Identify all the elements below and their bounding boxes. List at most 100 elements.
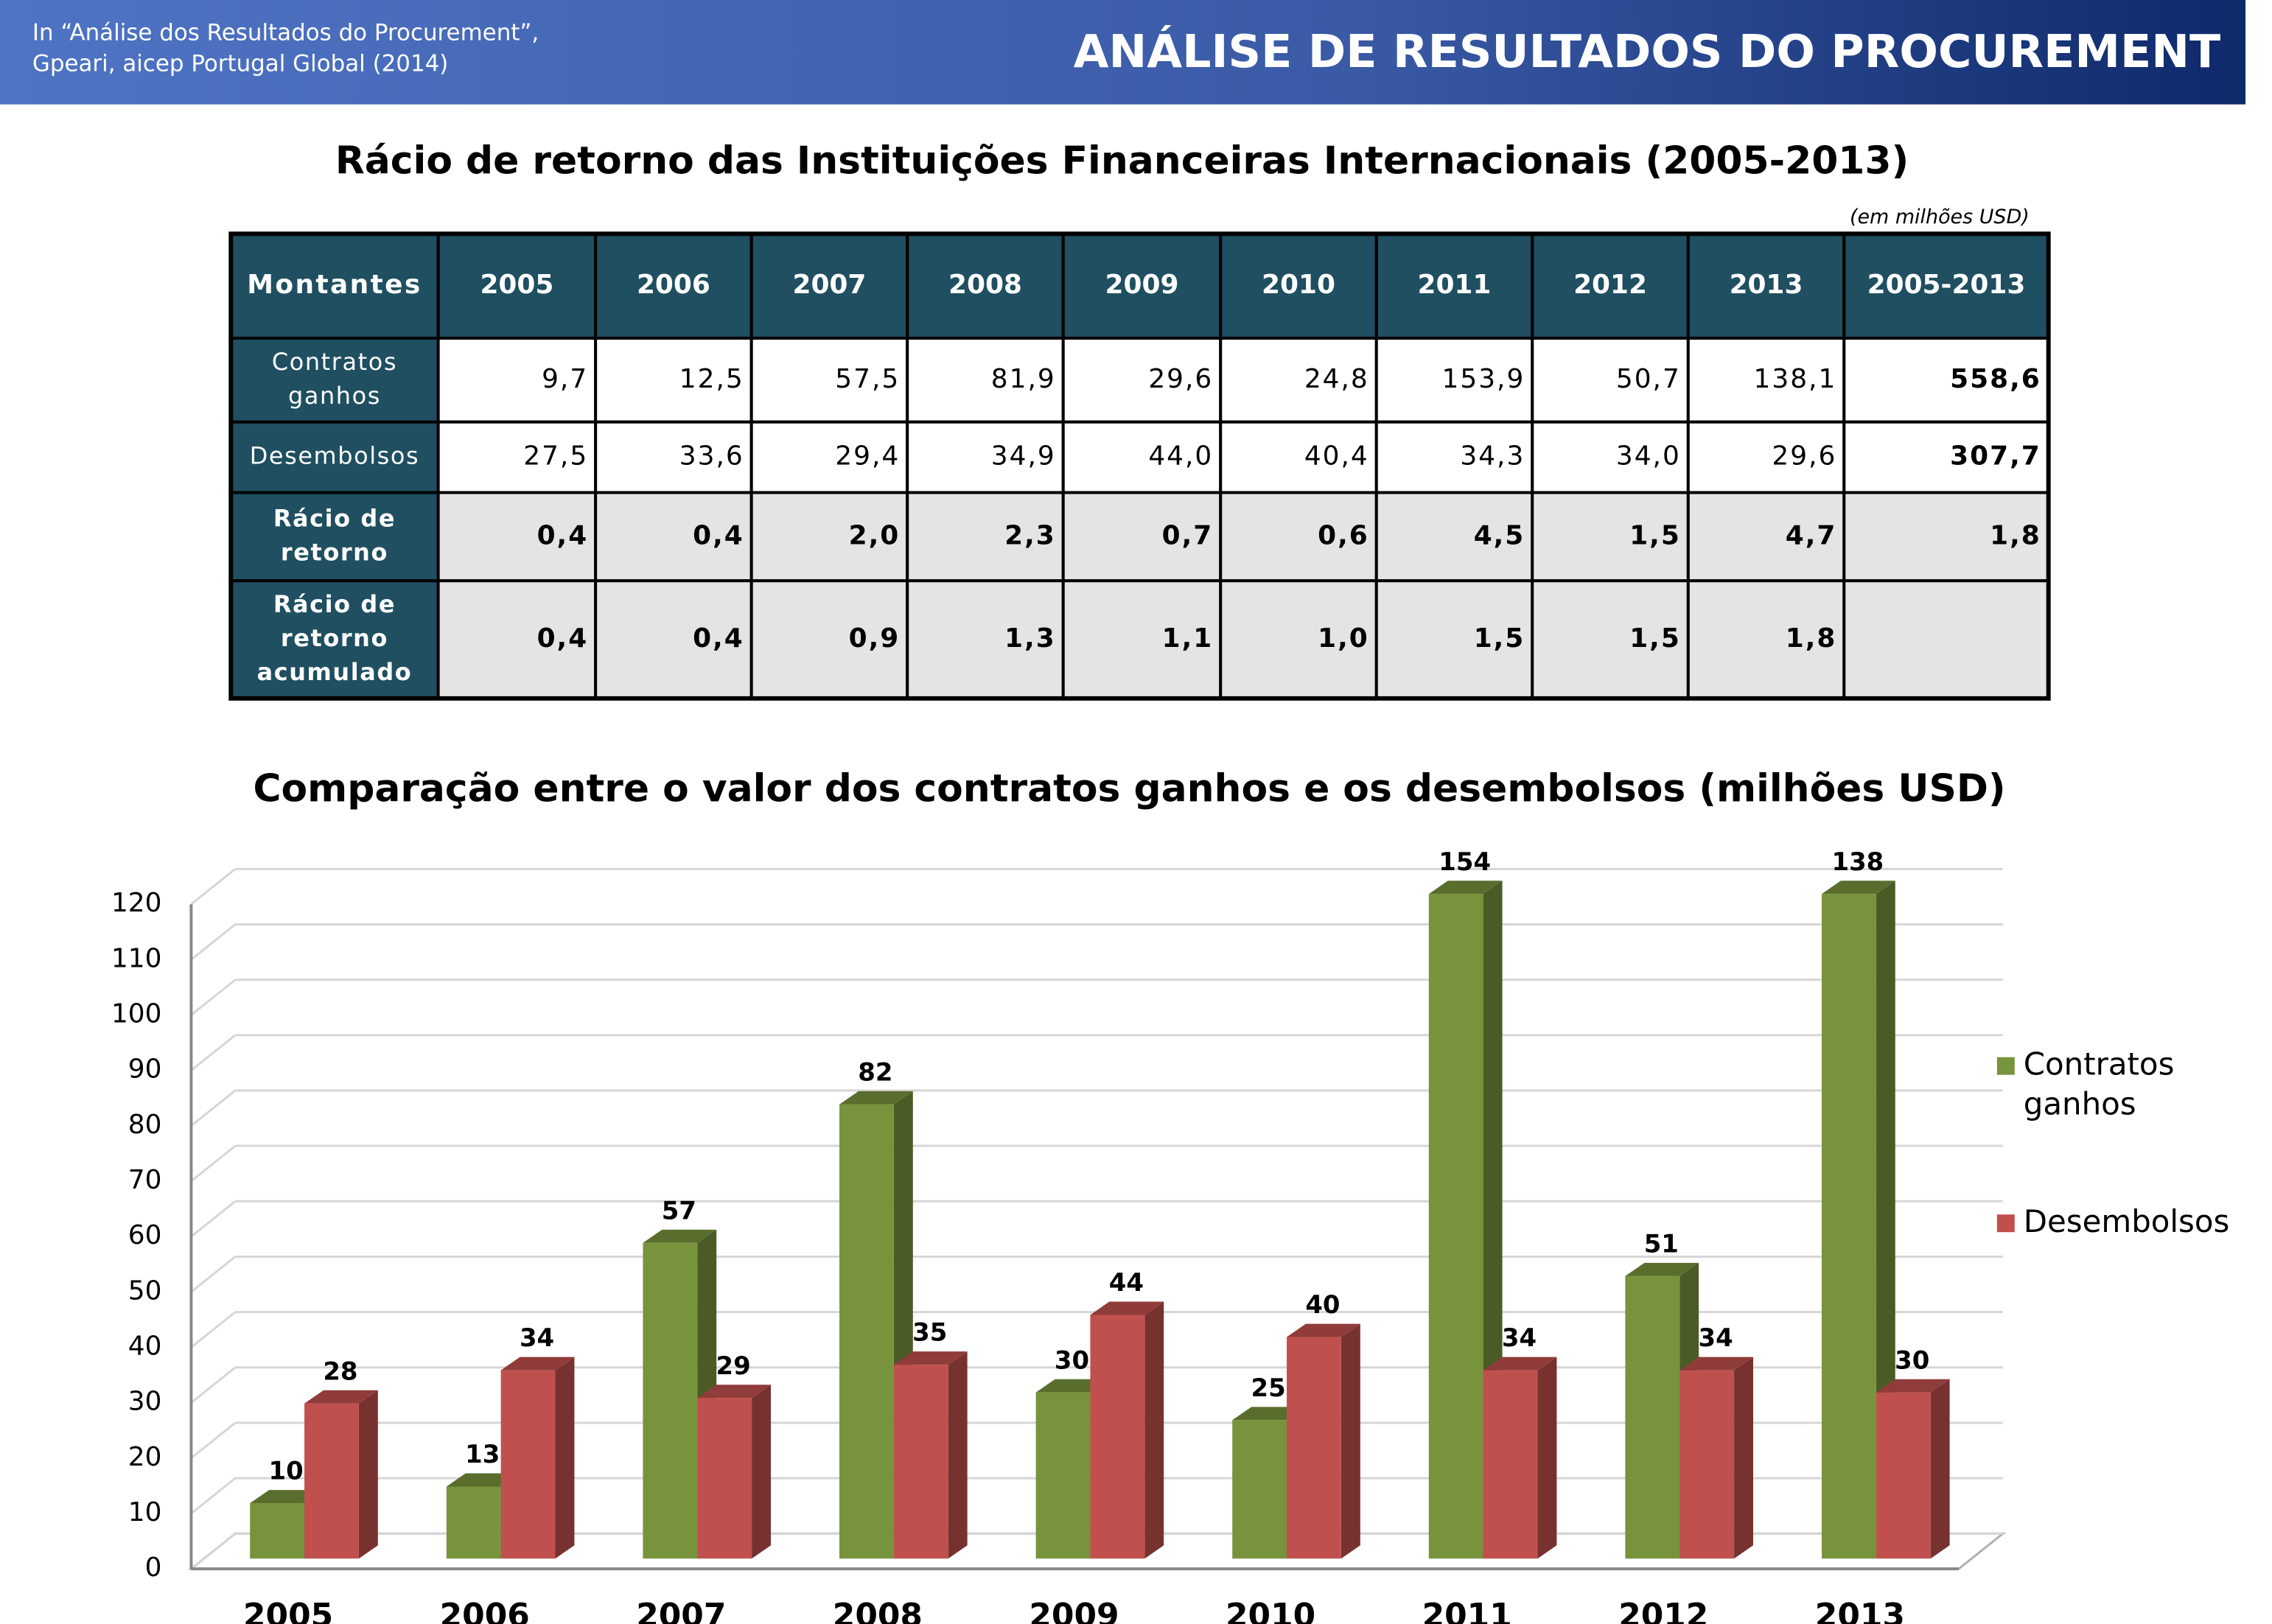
- y-tick-label: 120: [111, 888, 162, 918]
- bar-side: [752, 1385, 772, 1559]
- table-value: 1,5: [1629, 520, 1681, 550]
- row-label: Contratos ganhos: [272, 348, 397, 410]
- table-cell: [749, 420, 909, 494]
- y-tick-label: 90: [128, 1054, 162, 1085]
- table-header: 2005-2013: [1867, 270, 2026, 300]
- bar-top: [500, 1357, 575, 1371]
- grid-line: [190, 1034, 237, 1071]
- data-label: 28: [323, 1357, 357, 1385]
- header-bar: [0, 0, 2246, 105]
- table-value: 34,9: [991, 441, 1056, 472]
- bar-top: [1625, 1262, 1699, 1276]
- table-value: 1,5: [1474, 623, 1525, 654]
- table-value: 4,5: [1474, 520, 1525, 550]
- bar: [893, 1365, 948, 1559]
- table-cell: [1219, 579, 1378, 700]
- bar: [839, 1104, 894, 1559]
- data-label: 29: [716, 1351, 751, 1380]
- bar: [1821, 894, 1876, 1559]
- bar-top: [304, 1390, 378, 1404]
- data-label: 154: [1439, 847, 1491, 876]
- table-value: 2,3: [1004, 520, 1056, 550]
- grid-line: [190, 1144, 237, 1183]
- table-header: 2009: [1105, 270, 1179, 300]
- bar: [643, 1242, 698, 1559]
- table-cell: [749, 336, 909, 424]
- table-value: 1,5: [1629, 623, 1681, 654]
- table-value: 1,8: [1990, 520, 2041, 550]
- x-tick-label: 2009: [1029, 1597, 1119, 1624]
- table-value: 33,6: [679, 441, 744, 472]
- bar: [1428, 894, 1483, 1559]
- x-tick-label: 2008: [833, 1597, 923, 1624]
- table-value: 34,0: [1616, 441, 1681, 472]
- table-header: 2008: [948, 270, 1022, 300]
- grid-line: [190, 1200, 237, 1238]
- table-cell: [1061, 491, 1223, 583]
- y-tick-label: 0: [145, 1553, 162, 1583]
- header-source: In “Análise dos Resultados do Procuremen…: [32, 19, 539, 46]
- bar: [1483, 1370, 1538, 1559]
- table-title: Rácio de retorno das Instituições Financ…: [335, 139, 1909, 183]
- x-tick-label: 2007: [636, 1597, 726, 1624]
- table-value: 1,0: [1318, 623, 1369, 654]
- table-value: 0,4: [537, 520, 589, 550]
- y-tick-label: 40: [128, 1331, 162, 1362]
- table-cell: [1374, 232, 1534, 340]
- header-source: Gpeari, aicep Portugal Global (2014): [32, 50, 448, 77]
- table-cell: [229, 336, 440, 424]
- bar: [1035, 1392, 1091, 1559]
- bar: [1090, 1315, 1145, 1559]
- bar-top: [1483, 1357, 1557, 1371]
- table-cell: [1374, 491, 1534, 583]
- table-header: 2005: [480, 270, 553, 300]
- bar-side: [1341, 1323, 1360, 1559]
- bar-side: [358, 1390, 378, 1559]
- table-border: [228, 231, 2051, 701]
- legend-swatch: [1996, 1057, 2015, 1075]
- table-cell: [1374, 579, 1534, 700]
- data-label: 82: [858, 1057, 892, 1086]
- bar-top: [1090, 1301, 1164, 1315]
- table-cell: [1686, 491, 1846, 583]
- bar-top: [1821, 881, 1895, 895]
- table-cell: [749, 579, 909, 700]
- y-tick-label: 100: [111, 999, 162, 1029]
- bar: [1232, 1420, 1287, 1559]
- table-cell: [436, 420, 598, 494]
- table-value: 12,5: [679, 364, 744, 394]
- table-value: 1,3: [1004, 623, 1056, 654]
- y-tick-label: 110: [111, 943, 162, 973]
- grid-line: [190, 1477, 237, 1515]
- bar: [1679, 1370, 1735, 1559]
- table-value: 153,9: [1442, 364, 1525, 394]
- table-value: 29,6: [1148, 364, 1213, 394]
- grid-line: [190, 1366, 237, 1404]
- table-value: 1,1: [1162, 623, 1214, 654]
- table-header: 2011: [1418, 270, 1492, 300]
- bar-top: [1679, 1357, 1753, 1371]
- header-title: ANÁLISE DE RESULTADOS DO PROCUREMENT: [1074, 24, 2221, 78]
- x-tick-label: 2012: [1618, 1597, 1708, 1624]
- table-value: 0,4: [693, 520, 744, 550]
- table-value: 4,7: [1786, 520, 1837, 550]
- table-value: 2,0: [849, 520, 901, 550]
- table-header: 2012: [1573, 270, 1647, 300]
- table-value: 0,6: [1318, 520, 1369, 550]
- x-tick-label: 2011: [1422, 1597, 1512, 1624]
- bar-side: [948, 1351, 968, 1559]
- y-tick-label: 20: [128, 1442, 162, 1472]
- table-value: 44,0: [1148, 441, 1213, 472]
- bar-side: [1734, 1357, 1753, 1559]
- bar-top: [1428, 881, 1503, 895]
- data-label: 30: [1055, 1345, 1089, 1374]
- bar: [697, 1398, 752, 1559]
- table-cell: [906, 491, 1065, 583]
- table-value: 0,9: [849, 623, 901, 654]
- table-cell: [1686, 579, 1846, 700]
- table-value: 34,3: [1460, 441, 1525, 472]
- data-label: 34: [1699, 1323, 1733, 1352]
- y-tick-label: 10: [128, 1497, 162, 1527]
- bar-top: [893, 1351, 968, 1365]
